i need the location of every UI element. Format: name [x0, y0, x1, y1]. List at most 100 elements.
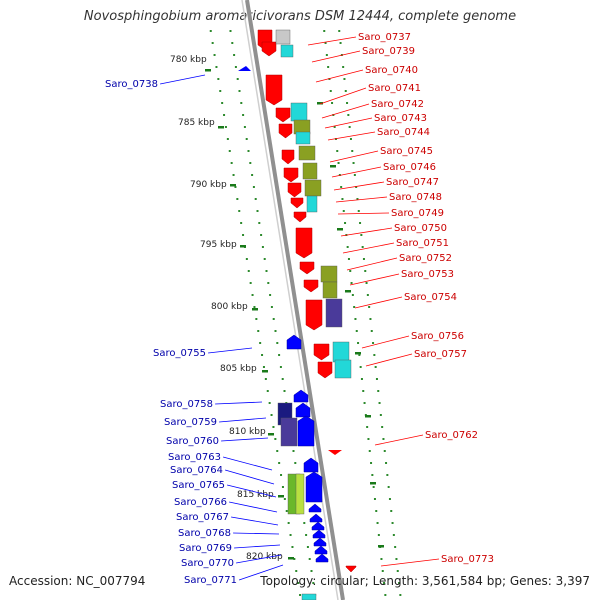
forward-gene-arrow	[290, 197, 304, 209]
leader-line	[307, 36, 357, 46]
gene-label-reverse: Saro_0760	[166, 436, 219, 447]
track-dot	[360, 378, 363, 380]
track-dot	[353, 174, 356, 176]
track-dot	[329, 90, 332, 92]
track-dot	[388, 498, 391, 500]
track-dot	[372, 342, 375, 344]
gene-label-reverse: Saro_0764	[170, 465, 223, 476]
track-dot	[370, 462, 373, 464]
track-dot	[358, 354, 361, 356]
leader-line	[324, 117, 373, 129]
tick-mark	[317, 102, 323, 105]
track-dot	[356, 198, 359, 200]
gene-label-forward: Saro_0737	[358, 32, 411, 43]
track-dot	[293, 558, 296, 560]
tick-mark	[240, 245, 246, 248]
forward-gene-arrow	[345, 565, 357, 573]
leader-line	[222, 456, 273, 471]
gene-label-reverse: Saro_0759	[164, 417, 217, 428]
tick-mark	[288, 557, 294, 560]
track-dot	[359, 222, 362, 224]
track-dot	[375, 510, 378, 512]
track-dot	[354, 318, 357, 320]
reverse-gene-arrow	[238, 66, 251, 71]
length-value: 3,561,584 bp	[421, 574, 502, 588]
forward-gene-arrow	[293, 211, 307, 223]
track-dot	[378, 402, 381, 404]
feature-box	[290, 102, 308, 122]
leader-line	[221, 437, 269, 442]
gene-label-reverse: Saro_0770	[181, 558, 234, 569]
gene-label-reverse: Saro_0755	[153, 348, 206, 359]
track-dot	[357, 342, 360, 344]
track-dot	[256, 210, 259, 212]
tick-mark	[337, 228, 343, 231]
gene-features	[238, 29, 357, 600]
leader-line	[311, 50, 361, 63]
track-dot	[249, 282, 252, 284]
track-dot	[243, 126, 246, 128]
track-dot	[336, 150, 339, 152]
track-dot	[276, 450, 279, 452]
track-dot	[240, 222, 243, 224]
leader-line	[333, 181, 385, 191]
leader-line	[219, 417, 267, 423]
feature-box	[295, 473, 305, 515]
gene-labels: Saro_0737 Saro_0739 Saro_0740 Saro_0741 Saro…	[105, 32, 494, 586]
track-dot	[278, 462, 281, 464]
track-dot	[260, 234, 263, 236]
feature-box	[295, 131, 311, 145]
tick-label: 800 kbp	[211, 302, 248, 312]
tick-label: 795 kbp	[200, 240, 237, 250]
track-dot	[368, 450, 371, 452]
track-dot	[394, 546, 397, 548]
track-dot	[386, 474, 389, 476]
track-dot	[357, 210, 360, 212]
track-dot	[383, 450, 386, 452]
track-dot	[251, 174, 254, 176]
track-dot	[347, 114, 350, 116]
track-dot	[361, 246, 364, 248]
track-dot	[327, 66, 330, 68]
track-dot	[226, 138, 229, 140]
track-dot	[261, 354, 264, 356]
genome-summary: Topology: circular; Length: 3,561,584 bp…	[260, 574, 590, 588]
feature-box	[304, 179, 322, 197]
track-dot	[362, 258, 365, 260]
gene-label-forward: Saro_0740	[365, 65, 418, 76]
feature-box	[306, 195, 318, 213]
tick-mark	[370, 482, 376, 485]
reverse-gene-arrow	[293, 389, 309, 403]
track-dot	[349, 138, 352, 140]
forward-gene-arrow	[299, 261, 315, 275]
track-dot	[373, 498, 376, 500]
forward-gene-arrow	[283, 167, 299, 183]
gene-label-forward: Saro_0745	[380, 146, 433, 157]
gene-label-reverse: Saro_0766	[174, 497, 227, 508]
track-dot	[308, 558, 311, 560]
leader-line	[227, 484, 277, 498]
gene-label-forward: Saro_0746	[383, 162, 436, 173]
forward-gene-arrow	[303, 279, 319, 293]
forward-gene-arrow	[305, 299, 323, 331]
track-dot	[297, 582, 300, 584]
tick-mark	[252, 308, 258, 311]
track-dot	[383, 582, 386, 584]
scale-ticks: 780 kbp 785 kbp 790 kbp 795 kbp 800 kbp 805 k…	[170, 55, 384, 562]
track-dot	[360, 234, 363, 236]
gene-label-forward: Saro_0762	[425, 430, 478, 441]
track-dot	[224, 126, 227, 128]
genes-label: Genes:	[509, 574, 552, 588]
track-dot	[342, 210, 345, 212]
topology-label: Topology:	[260, 574, 317, 588]
reverse-gene-arrow	[311, 521, 325, 531]
tick-mark	[330, 165, 336, 168]
track-dot	[213, 54, 216, 56]
track-dot	[363, 402, 366, 404]
accession-label: Accession:	[9, 574, 73, 588]
leader-line	[231, 516, 279, 526]
track-dot	[349, 270, 352, 272]
track-dot	[229, 30, 232, 32]
leader-line	[160, 74, 206, 85]
track-dot	[339, 42, 342, 44]
